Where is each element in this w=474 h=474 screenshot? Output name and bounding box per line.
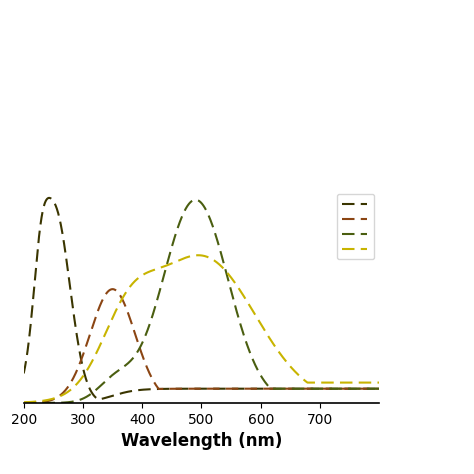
Legend: , , , : , , , — [337, 194, 374, 259]
X-axis label: Wavelength (nm): Wavelength (nm) — [121, 432, 282, 450]
